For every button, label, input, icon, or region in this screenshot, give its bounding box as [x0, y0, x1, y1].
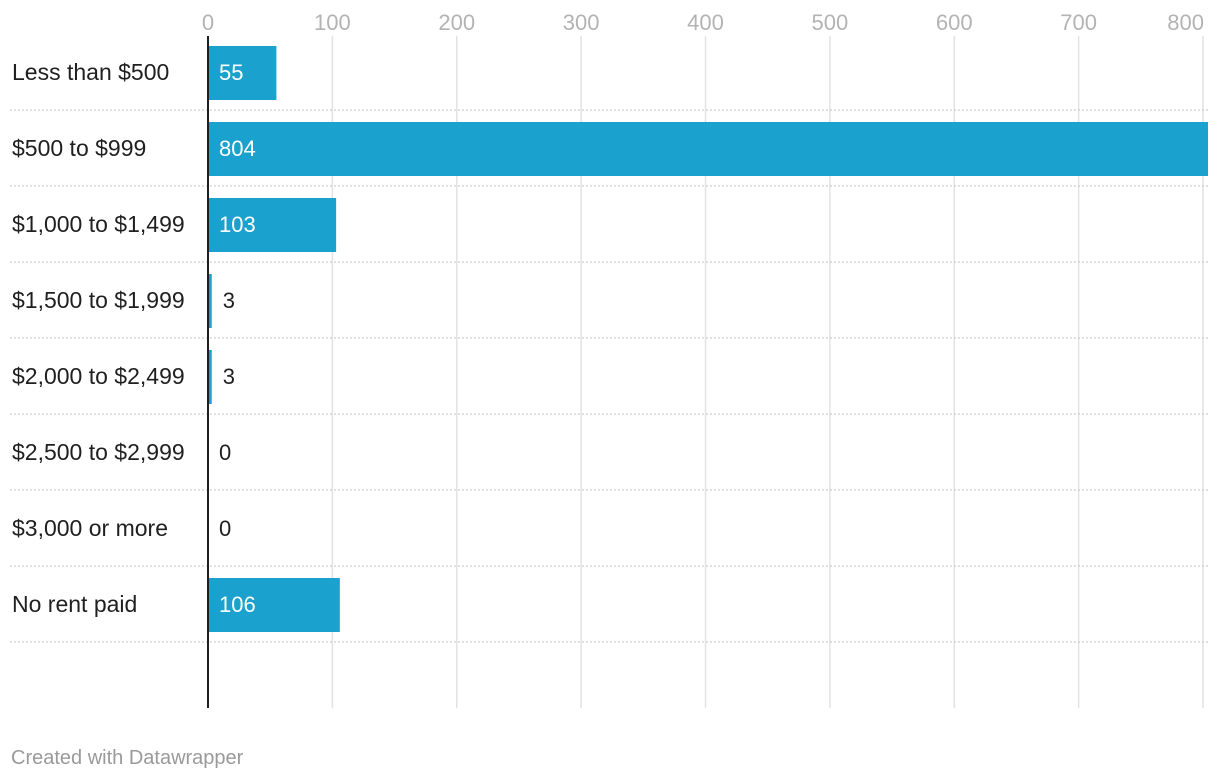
value-label: 0: [219, 516, 231, 541]
x-tick-label: 700: [1060, 10, 1097, 35]
category-label: $2,500 to $2,999: [12, 439, 185, 465]
category-label: $1,000 to $1,499: [12, 211, 185, 237]
value-label: 103: [219, 212, 256, 237]
x-tick-label: 300: [563, 10, 600, 35]
x-tick-label: 600: [936, 10, 973, 35]
x-tick-label: 100: [314, 10, 351, 35]
category-label: Less than $500: [12, 59, 169, 85]
bar: [208, 578, 340, 632]
category-label: $3,000 or more: [12, 515, 168, 541]
bar: [208, 274, 212, 328]
category-label: $1,500 to $1,999: [12, 287, 185, 313]
value-label: 3: [223, 288, 235, 313]
value-label: 804: [219, 136, 256, 161]
x-tick-label: 800: [1167, 10, 1204, 35]
x-tick-label: 0: [202, 10, 214, 35]
category-label: No rent paid: [12, 591, 137, 617]
datawrapper-credit: Created with Datawrapper: [11, 747, 244, 769]
category-label: $500 to $999: [12, 135, 146, 161]
value-label: 0: [219, 440, 231, 465]
x-tick-label: 200: [438, 10, 475, 35]
bar: [208, 198, 337, 252]
bar: [208, 350, 212, 404]
value-label: 3: [223, 364, 235, 389]
value-label: 55: [219, 60, 243, 85]
bar: [208, 46, 277, 100]
bar: [208, 122, 1208, 176]
x-tick-label: 500: [812, 10, 849, 35]
x-tick-label: 400: [687, 10, 724, 35]
value-label: 106: [219, 592, 256, 617]
category-label: $2,000 to $2,499: [12, 363, 185, 389]
